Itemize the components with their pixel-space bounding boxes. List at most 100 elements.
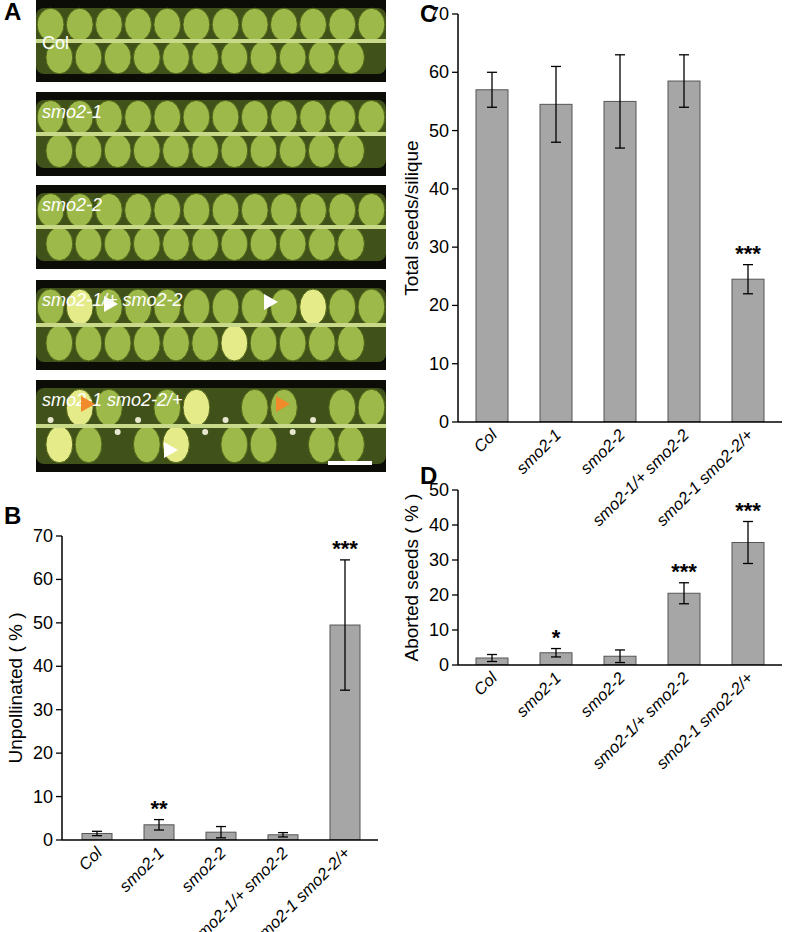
error-bar-line — [220, 827, 221, 838]
y-axis — [457, 14, 459, 422]
error-bar-cap — [679, 603, 689, 604]
seed — [125, 100, 152, 134]
seed — [75, 325, 102, 361]
seed — [46, 426, 73, 463]
seed — [241, 8, 268, 41]
seed — [104, 134, 131, 168]
seed — [192, 134, 219, 168]
category-label: smo2-2 — [177, 843, 229, 895]
significance-label: *** — [332, 536, 358, 561]
photo-background — [36, 92, 386, 176]
error-bar-cap — [154, 829, 164, 830]
background — [0, 0, 789, 932]
seed — [279, 41, 306, 74]
category-label: smo2-1 — [115, 843, 167, 895]
error-bar-line — [619, 55, 620, 148]
y-tick-label: 30 — [33, 700, 53, 720]
bar — [540, 104, 572, 422]
seed — [329, 193, 356, 227]
seed — [46, 134, 73, 168]
seed — [104, 41, 131, 74]
seed — [46, 227, 73, 261]
seed — [329, 289, 356, 325]
seed — [212, 193, 239, 227]
y-tick — [452, 130, 458, 131]
seed — [66, 8, 93, 41]
seed — [241, 389, 268, 426]
y-tick — [452, 629, 458, 630]
y-tick — [56, 535, 62, 536]
seed — [154, 100, 181, 134]
y-tick-label: 20 — [33, 743, 53, 763]
error-bar-line — [683, 583, 684, 604]
silique-photo: smo2-1/+ smo2-2 — [36, 280, 386, 370]
seed — [154, 8, 181, 41]
bars — [476, 522, 764, 666]
y-tick-label: 30 — [429, 550, 449, 570]
y-tick — [452, 664, 458, 665]
error-bar-cap — [487, 654, 497, 655]
seed — [338, 426, 365, 463]
significance-label: ** — [150, 796, 168, 821]
y-tick-label: 70 — [33, 526, 53, 546]
y-tick-label: 60 — [33, 569, 53, 589]
error-bar-cap — [551, 66, 561, 67]
silique-photo: smo2-2 — [36, 185, 386, 269]
seed — [163, 426, 190, 463]
category-label: smo2-1 — [512, 668, 564, 720]
silique-wall — [36, 8, 386, 74]
seed — [183, 193, 210, 227]
seed — [183, 389, 210, 426]
error-bar-cap — [92, 831, 102, 832]
y-tick-label: 30 — [429, 237, 449, 257]
seed — [75, 41, 102, 74]
error-bar — [679, 55, 689, 107]
error-bar-line — [96, 831, 97, 835]
error-bar-line — [747, 522, 748, 564]
unfertilized-ovule — [310, 417, 316, 423]
seed — [163, 134, 190, 168]
significance-label: *** — [735, 498, 761, 523]
bar — [668, 81, 700, 422]
y-tick — [452, 489, 458, 490]
unfertilized-ovule — [115, 429, 121, 435]
bar-chart: BUnpollinated ( % )010203040506070*****C… — [4, 502, 378, 932]
y-tick — [56, 666, 62, 667]
y-tick — [452, 421, 458, 422]
seed — [338, 134, 365, 168]
seed — [338, 41, 365, 74]
seed — [75, 227, 102, 261]
error-bar — [679, 583, 689, 604]
category-label: Col — [470, 667, 501, 698]
error-bar-cap — [743, 293, 753, 294]
seed — [358, 289, 385, 325]
seed — [358, 389, 385, 426]
septum — [36, 323, 386, 327]
error-bar — [154, 820, 164, 830]
seed — [221, 227, 248, 261]
arrowhead — [264, 294, 278, 310]
category-label: Col — [75, 842, 106, 873]
y-tick — [452, 594, 458, 595]
seed — [221, 134, 248, 168]
error-bar-cap — [278, 836, 288, 837]
seed — [183, 289, 210, 325]
panel-letter: A — [4, 0, 21, 25]
error-bar-line — [555, 649, 556, 657]
bar-chart: CTotal seeds/silique010203040506070***Co… — [401, 0, 782, 529]
seed — [46, 325, 73, 361]
significance-label: * — [552, 625, 561, 650]
genotype-label: smo2-1 smo2-2/+ — [42, 390, 183, 410]
photo-background — [36, 185, 386, 269]
seed — [133, 426, 160, 463]
y-tick-label: 10 — [429, 620, 449, 640]
silique-wall — [36, 100, 386, 168]
seed — [133, 227, 160, 261]
seed — [308, 426, 335, 463]
bar — [732, 279, 764, 422]
y-tick — [452, 524, 458, 525]
unfertilized-ovule — [135, 417, 141, 423]
error-bar-line — [619, 650, 620, 663]
significance-label: *** — [671, 559, 697, 584]
seed — [279, 325, 306, 361]
